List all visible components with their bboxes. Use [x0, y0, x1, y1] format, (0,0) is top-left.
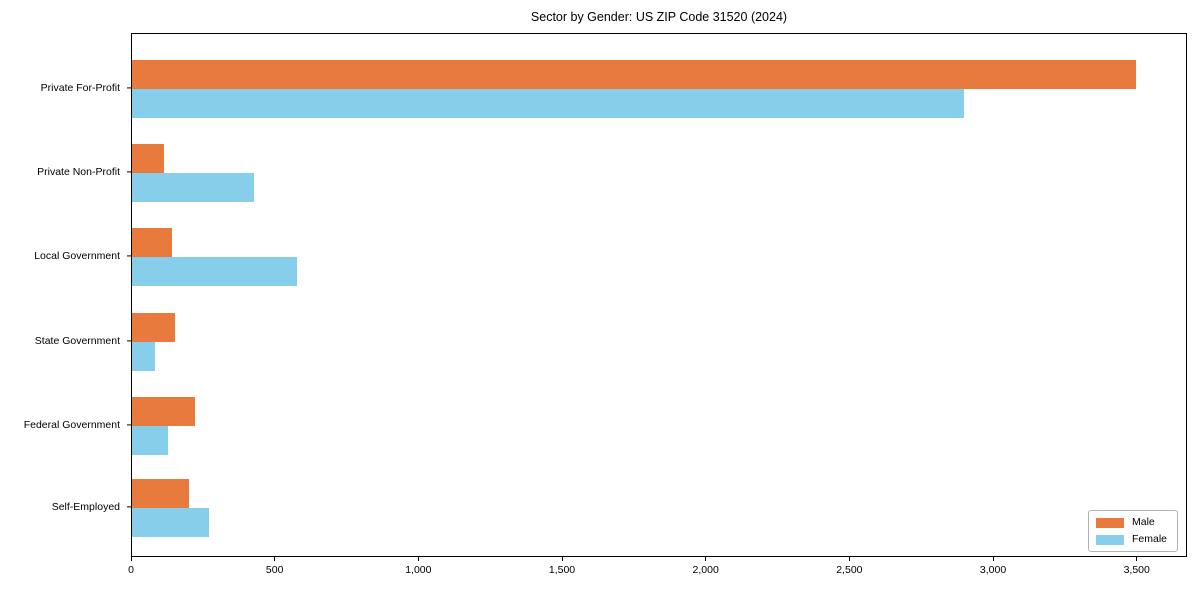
bar-male-private-non-profit: [132, 144, 164, 173]
bars-layer: [132, 34, 1186, 556]
legend-label-male: Male: [1131, 516, 1155, 528]
y-tick-label-federal-government: Federal Government: [23, 419, 120, 431]
bar-male-private-for-profit: [132, 60, 1136, 89]
x-tick-mark-3-000: [992, 557, 994, 561]
legend-item-female: Female: [1095, 533, 1167, 545]
bar-male-local-government: [132, 228, 173, 257]
bar-female-self-employed: [132, 508, 210, 537]
x-tick-mark-1-000: [417, 557, 420, 561]
legend-label-female: Female: [1131, 533, 1167, 545]
bar-female-local-government: [132, 257, 297, 286]
bar-group-self-employed: [132, 479, 1186, 537]
bar-group-federal-government: [132, 397, 1186, 455]
bar-group-local-government: [132, 228, 1186, 286]
x-tick-label-500: 500: [265, 564, 284, 576]
legend-item-male: Male: [1095, 516, 1167, 528]
x-tick-label-1-000: 1,000: [405, 564, 432, 576]
x-axis: 0 500 1,000 1,500 2,000 2,500 3,000 3,500: [128, 557, 1187, 587]
bar-female-federal-government: [132, 426, 168, 455]
bar-male-federal-government: [132, 397, 196, 426]
bar-female-private-for-profit: [132, 89, 964, 118]
x-tick-mark-500: [274, 557, 276, 561]
x-tick-label-2-500: 2,500: [836, 564, 863, 576]
x-tick-label-3-500: 3,500: [1123, 564, 1150, 576]
y-tick-mark-private-for-profit: [127, 87, 131, 89]
y-tick-label-self-employed: Self-Employed: [51, 501, 120, 513]
x-tick-label-0: 0: [128, 564, 134, 576]
x-tick-mark-1-500: [561, 557, 563, 561]
female-swatch-icon: [1095, 534, 1124, 545]
bar-male-self-employed: [132, 479, 190, 508]
y-tick-mark-private-non-profit: [127, 171, 131, 173]
bar-group-private-for-profit: [132, 60, 1186, 118]
y-tick-label-private-non-profit: Private Non-Profit: [37, 166, 120, 178]
plot-area: Male Female: [131, 33, 1187, 557]
y-tick-label-state-government: State Government: [34, 335, 120, 347]
x-tick-label-2-000: 2,000: [692, 564, 719, 576]
x-tick-mark-2-000: [705, 557, 707, 561]
bar-group-state-government: [132, 313, 1186, 371]
y-tick-mark-self-employed: [127, 506, 131, 508]
y-tick-label-private-for-profit: Private For-Profit: [40, 82, 120, 94]
male-swatch-icon: [1095, 517, 1124, 528]
x-tick-mark-2-500: [848, 557, 851, 561]
x-tick-label-3-000: 3,000: [979, 564, 1007, 576]
bar-group-private-non-profit: [132, 144, 1186, 202]
x-tick-label-1-500: 1,500: [548, 564, 576, 576]
y-tick-mark-federal-government: [127, 424, 131, 426]
bar-male-state-government: [132, 313, 176, 342]
y-tick-mark-state-government: [127, 340, 131, 342]
y-tick-label-local-government: Local Government: [34, 250, 120, 262]
y-tick-mark-local-government: [127, 255, 131, 257]
bar-female-private-non-profit: [132, 173, 254, 202]
chart-title: Sector by Gender: US ZIP Code 31520 (202…: [530, 10, 788, 24]
y-axis: Private For-Profit Private Non-Profit Loca…: [0, 33, 131, 557]
x-tick-mark-0: [130, 557, 132, 561]
bar-female-state-government: [132, 342, 155, 371]
x-tick-mark-3-500: [1136, 557, 1138, 561]
legend: Male Female: [1087, 510, 1178, 552]
